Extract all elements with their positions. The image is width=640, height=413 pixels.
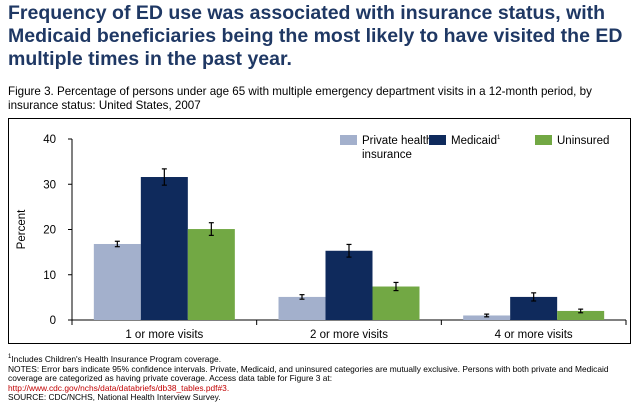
y-tick-label-3: 30: [43, 179, 56, 191]
x-tick-label-1: 2 or more visits: [310, 329, 388, 341]
footnote-text: Includes Children's Health Insurance Pro…: [11, 354, 222, 364]
x-tick-label-0: 1 or more visits: [125, 329, 203, 341]
bar-1-1: [325, 250, 373, 320]
notes-text: NOTES: Error bars indicate 95% confidenc…: [8, 363, 609, 384]
bar-2-2: [557, 310, 605, 320]
legend-swatch-2: [535, 135, 552, 145]
bar-0-0: [93, 243, 141, 320]
legend-label-1: Medicaid1: [451, 135, 501, 147]
data-table-link[interactable]: http://www.cdc.gov/nchs/data/databriefs/…: [8, 382, 230, 393]
bar-0-2: [463, 315, 511, 320]
headline: Frequency of ED use was associated with …: [8, 2, 623, 70]
chart-frame: 0 10 20 30 40 Percent 1 or more visits 2 or mor…: [8, 118, 631, 344]
y-tick-label-1: 10: [43, 270, 56, 282]
legend-label-0: Private health insurance: [362, 135, 432, 161]
footnote: 1Includes Children's Health Insurance Pr…: [8, 354, 634, 365]
legend-swatch-1: [429, 135, 446, 145]
y-tick-label-4: 40: [43, 134, 56, 146]
bar-2-1: [372, 286, 420, 320]
x-tick-label-2: 4 or more visits: [495, 329, 573, 341]
bar-2-0: [187, 229, 235, 320]
source-text: SOURCE: CDC/NCHS, National Health Interv…: [8, 392, 221, 403]
y-tick-label-2: 20: [43, 225, 56, 237]
figure-caption: Figure 3. Percentage of persons under ag…: [8, 85, 592, 112]
legend-label-2: Uninsured: [557, 135, 609, 147]
y-axis-label: Percent: [16, 209, 28, 249]
bar-1-0: [140, 177, 188, 320]
bar-0-1: [278, 296, 326, 320]
footnote-mark: 1: [8, 354, 12, 361]
notes-block: 1Includes Children's Health Insurance Pr…: [8, 354, 634, 403]
y-tick-label-0: 0: [50, 315, 56, 327]
legend-swatch-0: [340, 135, 357, 145]
bar-1-2: [510, 296, 558, 320]
bar-chart: 0 10 20 30 40 Percent 1 or more visits 2 or mor…: [16, 134, 627, 341]
